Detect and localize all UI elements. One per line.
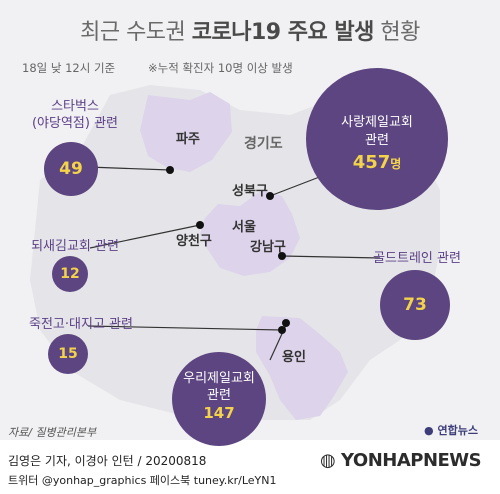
uri-church-cluster-circle: 우리제일교회 관련 147 [172,352,266,446]
credit-line-2: 트위터 @yonhap_graphics 페이스북 tuney.kr/LeYN1 [8,474,277,487]
globe-icon: ● [424,424,434,437]
seoul-label: 서울 [232,220,256,235]
note-label: ※누적 확진자 10명 이상 발생 [148,61,293,75]
yongin-label: 용인 [282,350,306,365]
yonhap-logo: ● 연합뉴스 [424,424,478,437]
jukjeon-school-cluster-circle: 15 [48,334,88,374]
yonhapnews-brand: ◍ YONHAPNEWS [320,450,482,471]
gangnam-label: 강남구 [250,240,286,255]
yangcheon-label: 양천구 [176,234,212,249]
sarang-church-cluster-circle: 사랑제일교회 관련 457명 [306,68,448,210]
seongbuk-label: 성북구 [232,184,268,199]
leader-lines [87,166,381,361]
starbucks-cluster-label: 스타벅스 (야당역점) 관련 [31,99,119,131]
yonhap-emblem-icon: ◍ [320,450,336,471]
dwaesaegim-cluster-label: 되새김교회 관련 [31,239,119,254]
page-title: 최근 수도권 코로나19 주요 발생 현황 [80,20,420,45]
paju-region [140,92,232,172]
dwaesaegim-cluster-circle: 12 [52,256,88,292]
starbucks-cluster-circle: 49 [44,142,98,196]
province-label: 경기도 [244,136,283,152]
goldtrain-cluster-circle: 73 [380,270,450,340]
source-label: 자료/ 질병관리본부 [8,426,97,439]
goldtrain-cluster-label: 골드트레인 관련 [373,251,461,266]
credit-line-1: 김영은 기자, 이경아 인턴 / 20200818 [8,454,207,468]
jukjeon-school-cluster-label: 죽전고·대지고 관련 [29,317,133,332]
seoul-region [200,190,300,276]
location-dots [166,166,290,334]
paju-label: 파주 [176,132,200,147]
date-label: 18일 낮 12시 기준 [22,61,116,75]
yongin-region [256,316,348,420]
